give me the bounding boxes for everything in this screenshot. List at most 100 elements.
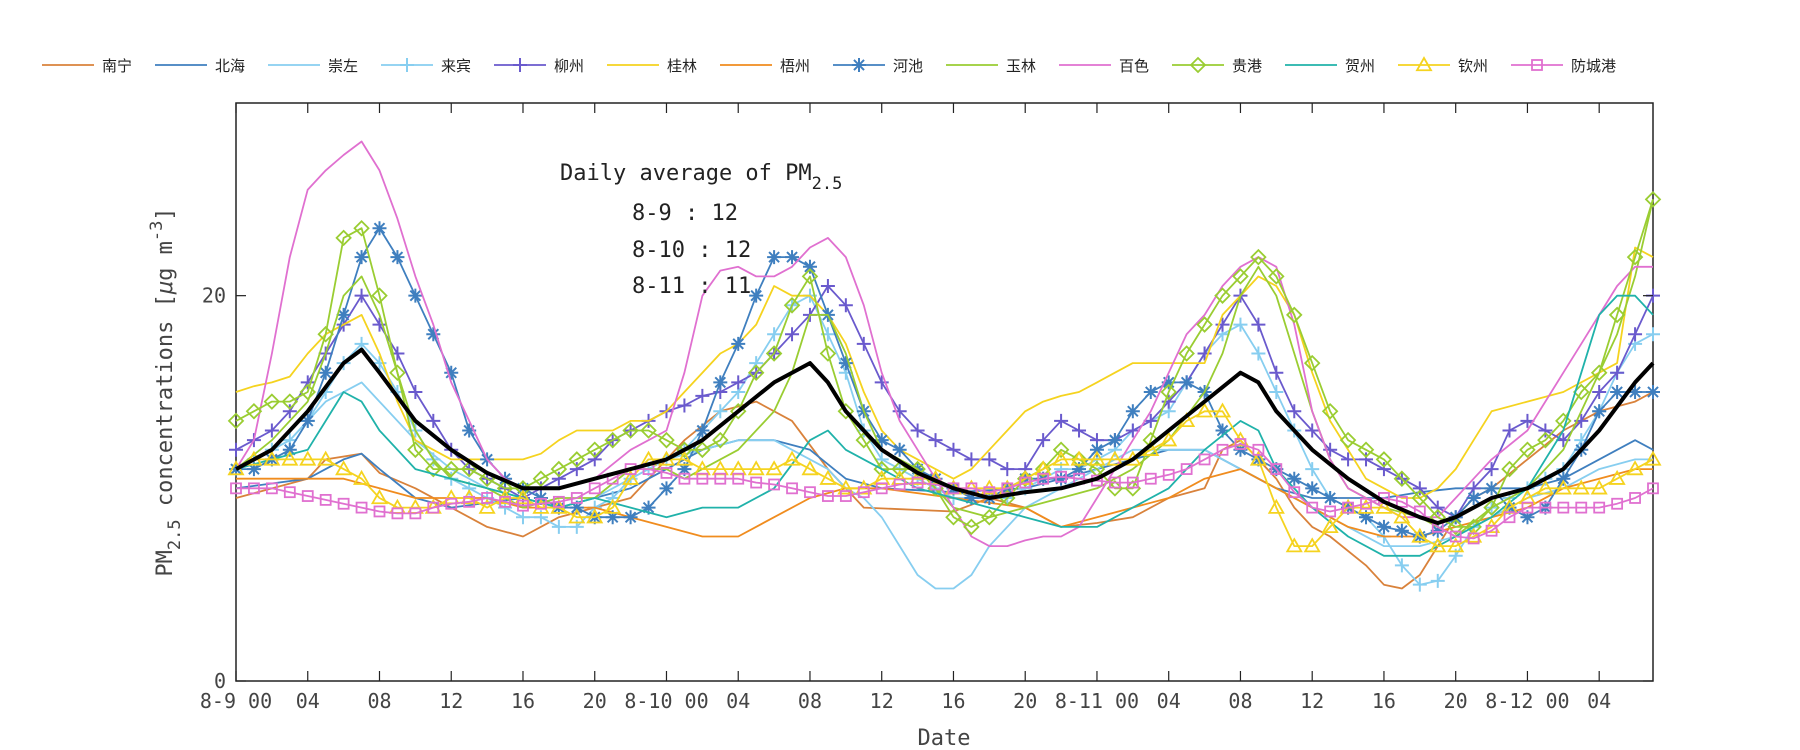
data-point-4-20 [587, 452, 602, 467]
series-4 [229, 279, 1660, 525]
data-point-4-28 [731, 375, 746, 390]
legend-label-4: 柳州 [554, 57, 584, 75]
data-point-4-37 [892, 404, 907, 419]
data-point-12-46 [1052, 450, 1070, 466]
data-point-10-2 [263, 393, 281, 410]
data-point-10-7 [353, 219, 370, 237]
legend-item-11: 贺州 [1285, 57, 1375, 75]
data-point-4-43 [1000, 462, 1015, 477]
data-point-10-66 [1411, 489, 1429, 507]
data-point-4-2 [264, 423, 279, 438]
data-point-7-46 [1054, 471, 1069, 486]
data-point-12-27 [711, 460, 729, 476]
data-point-13-3 [283, 486, 296, 499]
data-point-13-5 [319, 493, 332, 506]
data-point-12-49 [1106, 450, 1124, 466]
data-point-12-59 [1285, 537, 1303, 553]
data-point-4-7 [354, 288, 369, 303]
x-tick-label-5: 20 [583, 689, 607, 713]
data-point-10-10 [407, 441, 424, 459]
data-point-7-23 [641, 500, 656, 515]
data-point-12-14 [478, 498, 496, 514]
annotation-title: Daily average of PM2.5 [560, 161, 842, 194]
data-point-10-24 [658, 431, 675, 449]
data-point-10-55 [1214, 287, 1231, 304]
data-point-13-59 [1288, 486, 1301, 499]
data-point-7-4 [300, 413, 315, 428]
data-point-13-19 [570, 492, 583, 504]
data-point-13-10 [409, 507, 422, 520]
data-point-13-49 [1108, 476, 1121, 489]
data-point-13-0 [230, 482, 242, 495]
x-tick-label-0: 8-9 00 [200, 689, 272, 713]
x-tick-label-12: 8-11 00 [1055, 689, 1139, 713]
data-point-7-26 [695, 423, 710, 438]
data-point-12-19 [568, 508, 586, 524]
data-point-10-79 [1644, 191, 1662, 208]
data-point-12-64 [1375, 498, 1393, 514]
data-point-7-37 [892, 442, 907, 457]
data-point-13-46 [1055, 470, 1067, 483]
data-point-7-65 [1394, 523, 1409, 538]
data-point-13-28 [732, 472, 745, 485]
data-point-10-73 [1537, 431, 1554, 449]
data-point-4-3 [282, 404, 297, 419]
data-point-10-60 [1303, 354, 1321, 372]
data-point-10-61 [1321, 402, 1339, 420]
data-point-12-77 [1608, 469, 1626, 485]
data-point-7-34 [838, 356, 853, 371]
data-point-7-79 [1646, 385, 1660, 399]
data-point-12-5 [317, 450, 335, 466]
data-point-13-4 [301, 490, 314, 502]
x-tick-label-16: 16 [1372, 689, 1396, 713]
x-tick-label-9: 12 [870, 689, 894, 713]
y-axis-title: PM2.5 concentrations [μg m-3] [147, 207, 185, 576]
data-point-7-49 [1107, 433, 1122, 448]
data-point-7-13 [462, 423, 477, 438]
series-line-14 [235, 347, 1655, 525]
data-point-12-8 [370, 489, 389, 505]
data-point-7-7 [354, 250, 369, 265]
series-line-11 [235, 294, 1654, 557]
data-point-7-41 [964, 490, 979, 505]
data-point-4-10 [408, 385, 423, 399]
data-point-10-33 [819, 345, 837, 362]
data-point-10-19 [568, 451, 586, 468]
data-point-12-65 [1393, 508, 1411, 524]
data-point-10-53 [1178, 345, 1195, 362]
legend-label-5: 桂林 [667, 57, 697, 75]
data-point-12-63 [1357, 498, 1375, 514]
data-point-10-41 [963, 518, 980, 536]
legend-marker-3 [400, 58, 414, 72]
data-point-13-27 [714, 472, 727, 485]
data-point-4-25 [677, 398, 692, 413]
data-point-10-23 [640, 422, 657, 439]
data-point-12-66 [1411, 527, 1429, 543]
data-point-3-16 [515, 510, 530, 525]
data-point-10-29 [747, 364, 765, 382]
data-point-10-72 [1519, 441, 1536, 459]
data-point-10-62 [1339, 431, 1357, 449]
data-point-10-0 [227, 412, 245, 430]
data-point-7-47 [1072, 462, 1087, 477]
x-tick-label-4: 16 [511, 689, 535, 713]
data-point-7-28 [731, 336, 746, 351]
data-point-7-19 [569, 500, 584, 515]
data-point-4-38 [910, 423, 925, 438]
data-point-13-74 [1557, 501, 1570, 514]
data-point-3-58 [1269, 385, 1284, 399]
data-point-13-33 [822, 490, 834, 502]
legend-marker-10 [1189, 56, 1207, 74]
data-point-10-31 [783, 297, 801, 314]
data-point-10-20 [586, 441, 604, 459]
data-point-4-58 [1269, 365, 1284, 380]
data-point-4-33 [820, 279, 835, 294]
data-point-7-61 [1323, 490, 1338, 505]
x-tick-label-13: 04 [1157, 689, 1181, 713]
data-point-10-63 [1357, 441, 1375, 459]
data-point-12-28 [729, 460, 747, 476]
annotation-box: Daily average of PM2.5 8-9 : 12 8-10 : 1… [560, 161, 842, 299]
data-point-10-77 [1608, 306, 1626, 324]
data-point-4-57 [1251, 317, 1266, 332]
data-point-10-4 [299, 383, 317, 401]
